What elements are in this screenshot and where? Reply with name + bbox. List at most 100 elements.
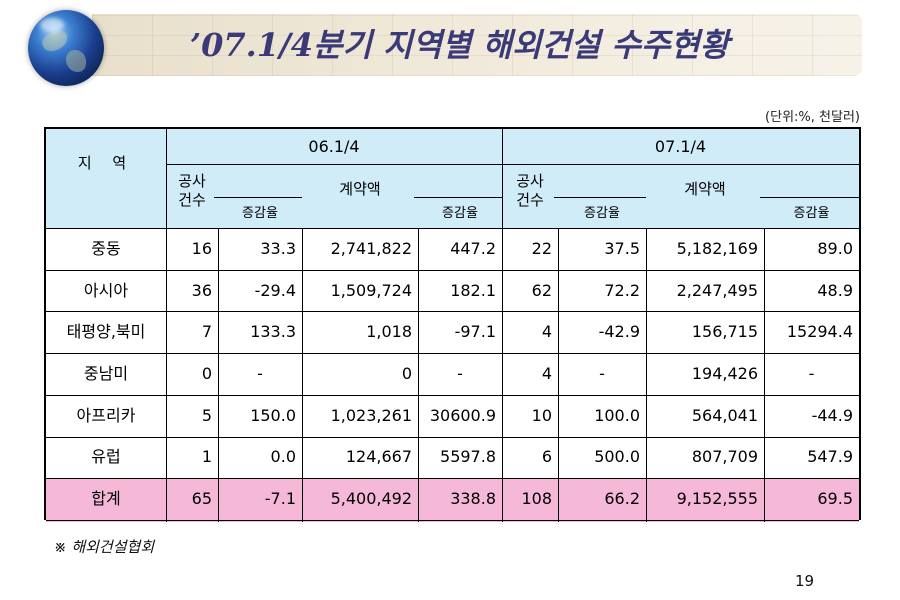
table-row-a-amount: 2,741,822 [330, 238, 412, 258]
header-amount-change-b: 증감율 [793, 206, 830, 221]
table-row-b-amount: 5,182,169 [676, 238, 758, 258]
total-row-b-amount: 9,152,555 [676, 489, 758, 509]
table-row-b-count: 10 [531, 405, 552, 425]
header-underline [760, 197, 859, 198]
total-row-a-count-chg: -7.1 [264, 489, 296, 509]
table-row-a-amount: 1,509,724 [330, 280, 412, 300]
globe-icon [28, 10, 104, 86]
page-title: ’07.1/4분기 지역별 해외건설 수주현황 [190, 26, 730, 64]
total-row-a-amount: 5,400,492 [330, 489, 412, 509]
table-row-a-count-chg: 33.3 [260, 238, 296, 258]
header-bottom-divider [46, 228, 859, 229]
col-divider [502, 129, 503, 522]
table-row-b-count: 6 [541, 447, 552, 467]
header-region: 지 역 [77, 154, 135, 172]
page-number: 19 [795, 572, 815, 590]
table-row-a-amount-chg: 182.1 [450, 280, 496, 300]
table-row-a-amount: 0 [401, 363, 412, 383]
header-count-b: 공사 건수 [516, 172, 544, 209]
table-row-a-count-chg: 133.3 [250, 322, 296, 342]
table-row-b-amount-chg: - [808, 363, 815, 383]
header-count-change-b: 증감율 [584, 206, 620, 221]
total-row-a-count: 65 [191, 489, 212, 509]
row-divider [46, 311, 859, 313]
table-row-a-amount: 1,018 [366, 322, 412, 342]
table-row-b-count: 4 [541, 322, 552, 342]
total-row-background [46, 478, 859, 522]
table-row-a-amount: 124,667 [345, 447, 412, 467]
table-row-a-count-chg: 150.0 [250, 405, 296, 425]
table-row-b-amount: 807,709 [691, 447, 758, 467]
table-row-a-amount: 1,023,261 [330, 405, 412, 425]
table-row-b-amount-chg: 15294.4 [786, 322, 853, 342]
table-row-b-amount-chg: -44.9 [811, 405, 853, 425]
total-row-a-amount-chg: 338.8 [450, 489, 496, 509]
table-row-b-count: 4 [541, 363, 552, 383]
row-divider [46, 394, 859, 396]
table-row-b-count: 22 [531, 238, 552, 258]
table-row-b-amount: 564,041 [691, 405, 758, 425]
table-row-a-count-chg: -29.4 [254, 280, 296, 300]
header-count-a: 공사 건수 [178, 172, 206, 209]
header-underline [554, 197, 646, 198]
table-row-b-amount: 2,247,495 [676, 280, 758, 300]
col-divider [302, 228, 303, 522]
map-grid-background [92, 14, 862, 76]
unit-note: (단위:%, 천달러) [765, 110, 860, 125]
title-banner [92, 14, 862, 76]
table-row-b-count-chg: - [599, 363, 605, 383]
row-divider [46, 436, 859, 438]
col-divider [218, 228, 219, 522]
table-row-b-count-chg: -42.9 [598, 322, 640, 342]
total-row-b-amount-chg: 69.5 [817, 489, 853, 509]
table-row-region: 중남미 [83, 363, 129, 383]
table-row-region: 아시아 [83, 280, 129, 300]
table-row-b-amount: 194,426 [691, 363, 758, 383]
table-row-region: 중동 [91, 238, 121, 258]
row-divider [46, 519, 859, 521]
table-row-b-amount: 156,715 [691, 322, 758, 342]
table-row-a-amount-chg: 447.2 [450, 238, 496, 258]
row-divider [46, 269, 859, 271]
header-amount-a: 계약액 [339, 180, 381, 198]
table-row-a-count: 36 [191, 280, 212, 300]
col-divider [558, 228, 559, 522]
table-row-region: 유럽 [91, 447, 121, 467]
header-underline [414, 197, 502, 198]
table-row-a-amount-chg: - [457, 363, 463, 383]
header-underline [214, 197, 302, 198]
row-divider [46, 478, 859, 480]
col-divider [418, 228, 419, 522]
table-row-a-count-chg: 0.0 [270, 447, 296, 467]
table-row-b-count-chg: 37.5 [604, 238, 640, 258]
table-row-b-count: 62 [531, 280, 552, 300]
header-top-divider [166, 164, 859, 165]
table-row-b-count-chg: 100.0 [594, 405, 640, 425]
table-row-a-count: 0 [201, 363, 212, 383]
col-divider [646, 228, 647, 522]
table-row-region: 아프리카 [76, 405, 136, 425]
col-divider [166, 129, 167, 522]
table-row-a-count-chg: - [257, 363, 263, 383]
table-row-b-count-chg: 500.0 [594, 447, 640, 467]
table-row-b-amount-chg: 48.9 [817, 280, 853, 300]
table-row-b-amount-chg: 547.9 [807, 447, 853, 467]
header-period-2006: 06.1/4 [308, 136, 360, 156]
header-period-2007: 07.1/4 [654, 136, 707, 156]
total-row-region: 합계 [91, 489, 121, 509]
table-row-a-amount-chg: 5597.8 [440, 447, 496, 467]
header-amount-b: 계약액 [684, 180, 726, 198]
table-row-a-count: 16 [191, 238, 212, 258]
table-row-a-amount-chg: 30600.9 [429, 405, 496, 425]
col-divider [764, 228, 765, 522]
total-row-b-count: 108 [521, 489, 552, 509]
table-row-a-amount-chg: -97.1 [454, 322, 496, 342]
table-row-a-count: 5 [201, 405, 212, 425]
source-note: ※ 해외건설협회 [54, 538, 155, 556]
table-row-b-amount-chg: 89.0 [817, 238, 853, 258]
table-header-background [46, 129, 859, 228]
header-count-change-a: 증감율 [242, 206, 278, 221]
table-row-a-count: 1 [201, 447, 212, 467]
table-row-region: 태평양,북미 [66, 322, 146, 342]
